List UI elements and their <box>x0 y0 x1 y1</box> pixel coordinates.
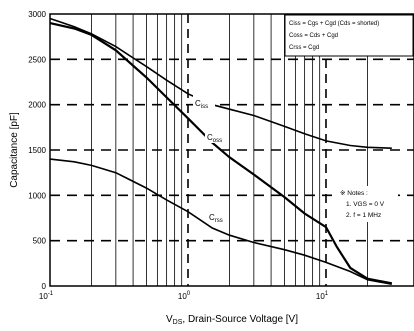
legend-line-1: Ciss = Cgs + Cgd (Cds = shorted) <box>289 21 379 27</box>
x-tick-label-1: 100 <box>178 291 191 301</box>
notes: ※ Notes : 1. VGS = 0 V 2. f = 1 MHz <box>338 186 398 222</box>
curve-label-bg-crss <box>207 208 229 223</box>
series-line-coss <box>49 22 393 285</box>
x-tick-label-2: 101 <box>316 291 329 301</box>
legend-line-3: Crss = Cgd <box>289 45 319 51</box>
curve-label-ciss-sub: iss <box>201 104 208 110</box>
curve-label-ciss: Ciss <box>195 99 208 110</box>
y-tick-label-2500: 2500 <box>28 55 46 64</box>
curve-label-coss-main: C <box>207 133 213 142</box>
curve-label-crss: Crss <box>209 213 223 224</box>
curve-label-bg-coss <box>205 128 227 143</box>
y-tick-label-0: 0 <box>42 282 47 291</box>
y-tick-label-1000: 1000 <box>28 191 46 200</box>
grid <box>50 14 414 286</box>
x-axis-label-main: V <box>166 314 173 325</box>
legend-box <box>284 14 414 57</box>
x-axis-label: VDS, Drain-Source Voltage [V] <box>166 314 298 326</box>
legend: Ciss = Cgs + Cgd (Cds = shorted) Coss = … <box>284 14 414 57</box>
tick-labels: 0 500 1000 1500 2000 2500 3000 10-1 100 101 <box>28 10 329 301</box>
curves <box>49 17 393 285</box>
y-tick-label-3000: 3000 <box>28 10 46 19</box>
y-tick-label-1500: 1500 <box>28 146 46 155</box>
x-tick-label-0: 10-1 <box>39 291 54 301</box>
curve-label-coss-sub: oss <box>213 138 222 144</box>
plot-frame <box>49 13 414 287</box>
series-line-crss <box>49 158 392 285</box>
notes-item-2: 2. f = 1 MHz <box>346 212 381 219</box>
curve-label-ciss-main: C <box>195 99 201 108</box>
curve-label-crss-main: C <box>209 213 215 222</box>
x-axis-label-rest: , Drain-Source Voltage [V] <box>182 314 298 325</box>
y-tick-label-500: 500 <box>33 237 47 246</box>
notes-item-1: 1. VGS = 0 V <box>346 201 385 208</box>
legend-line-2: Coss = Cds + Cgd <box>289 33 338 39</box>
curve-label-coss: Coss <box>207 133 222 144</box>
y-tick-label-2000: 2000 <box>28 101 46 110</box>
curve-label-bg-ciss <box>193 94 215 109</box>
curve-label-crss-sub: rss <box>215 218 223 224</box>
curve-labels: Ciss Coss Crss <box>193 94 229 224</box>
series-line-ciss <box>49 17 392 149</box>
notes-title: ※ Notes : <box>340 190 368 197</box>
x-axis-label-sub: DS <box>173 319 183 326</box>
y-axis-label: Capacitance [pF] <box>9 112 20 188</box>
notes-background <box>338 186 398 222</box>
